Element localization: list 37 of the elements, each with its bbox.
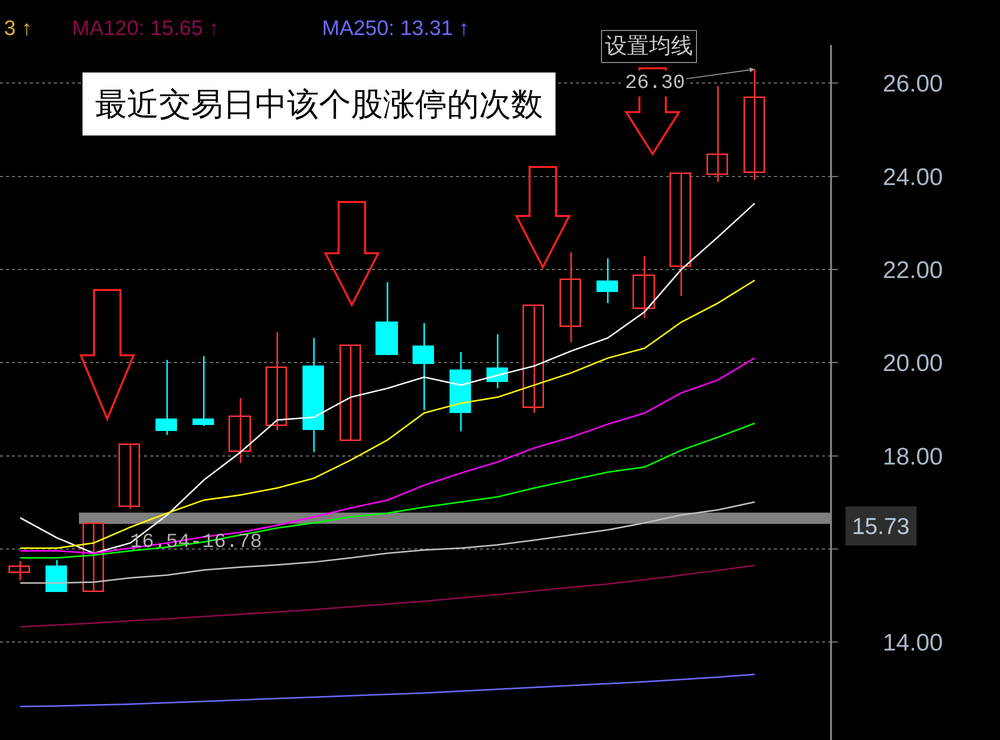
candlestick (596, 258, 618, 304)
candlestick (560, 252, 581, 343)
candlestick (82, 522, 104, 593)
candlestick (670, 172, 691, 297)
annotation: 最近交易日中该个股涨停的次数 (95, 85, 543, 123)
text: 3 ↑ (4, 17, 32, 40)
candlestick (340, 344, 361, 442)
candlestick (706, 85, 728, 183)
candlestick (632, 255, 655, 319)
text: MA120: 15.65 ↑ (72, 17, 220, 40)
line-series (19, 564, 756, 628)
candlestick (522, 304, 544, 414)
y-tick-label: 20.00 (882, 350, 943, 378)
candlestick (228, 397, 251, 464)
text: 15.73 (852, 513, 910, 539)
candlestick (8, 560, 30, 581)
candlestick (266, 331, 287, 431)
y-tick-label: 14.00 (882, 630, 943, 657)
annotation: 设置均线 (605, 34, 693, 59)
candlestick (118, 444, 140, 510)
line-series (19, 674, 756, 708)
line-series (19, 501, 756, 584)
candlestick (412, 322, 434, 411)
candlestick (302, 337, 324, 453)
candlestick (156, 359, 177, 436)
y-tick-label: 22.00 (882, 256, 943, 284)
line-series (19, 202, 756, 554)
annotation: 26.30 (625, 72, 686, 95)
line-series (19, 422, 756, 559)
y-tick-label: 18.00 (882, 443, 943, 470)
candlestick (376, 281, 398, 356)
line-series (19, 279, 756, 549)
text: MA250: 13.31 ↑ (322, 17, 470, 40)
y-tick-label: 26.00 (882, 70, 943, 98)
y-tick-label: 24.00 (882, 164, 943, 191)
candlestick (192, 355, 214, 427)
line-series (19, 357, 756, 554)
